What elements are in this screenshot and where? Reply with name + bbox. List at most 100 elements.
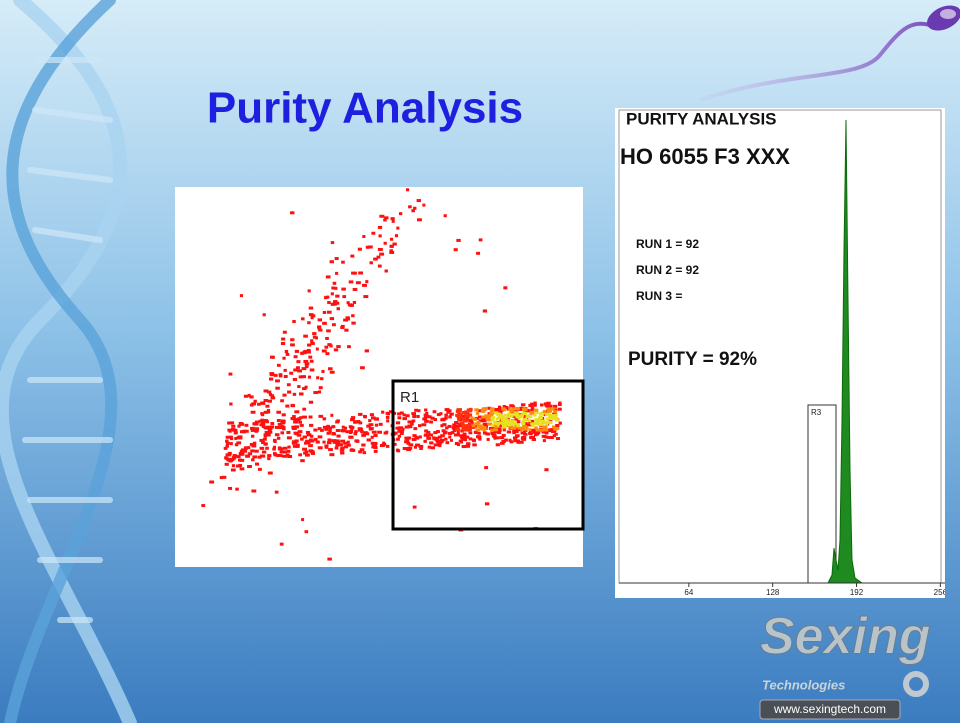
scatter-dot [349, 431, 352, 434]
scatter-dot [553, 410, 557, 413]
scatter-dot [374, 450, 378, 453]
scatter-dot [365, 349, 369, 352]
scatter-dot [485, 502, 489, 505]
scatter-dot [302, 416, 307, 419]
scatter-dot [368, 245, 373, 248]
scatter-dot [524, 418, 527, 421]
scatter-dot [300, 459, 305, 462]
scatter-dot [250, 427, 255, 430]
scatter-dot [386, 419, 389, 422]
scatter-dot [267, 454, 271, 457]
scatter-dot [503, 286, 507, 289]
scatter-dot [230, 442, 233, 445]
scatter-dot [281, 342, 285, 345]
scatter-dot [330, 260, 334, 263]
scatter-dot [325, 446, 329, 449]
scatter-dot [484, 466, 488, 469]
scatter-dot [331, 292, 334, 295]
scatter-dot [245, 424, 249, 427]
scatter-dot [353, 288, 358, 291]
scatter-dot [305, 454, 310, 457]
scatter-dot [226, 442, 230, 445]
scatter-dot [373, 434, 377, 437]
scatter-dot [253, 422, 257, 425]
scatter-dot [321, 370, 324, 373]
scatter-dot [556, 437, 560, 440]
scatter-dot [350, 255, 354, 258]
scatter-dot [297, 385, 300, 388]
scatter-dot [523, 433, 527, 436]
scatter-dot [247, 446, 250, 449]
scatter-dot [262, 421, 265, 424]
scatter-dot [308, 289, 311, 292]
scatter-dot [451, 431, 455, 434]
scatter-dot [354, 430, 358, 433]
scatter-dot [326, 296, 329, 299]
scatter-dot [515, 407, 520, 410]
scatter-dot [501, 407, 505, 410]
scatter-dot [398, 435, 401, 438]
scatter-dot [329, 453, 334, 456]
scatter-dot [385, 270, 388, 273]
scatter-dot [424, 420, 429, 423]
scatter-dot [521, 421, 525, 424]
scatter-dot [530, 411, 535, 414]
scatter-dot [305, 450, 308, 453]
scatter-dot [539, 415, 543, 418]
scatter-dot [403, 447, 408, 450]
scatter-dot [496, 436, 500, 439]
scatter-dot [351, 272, 355, 275]
scatter-dot [510, 410, 514, 413]
scatter-dot [384, 242, 387, 245]
scatter-dot [390, 245, 394, 248]
gate-label: R3 [811, 408, 822, 417]
scatter-dot [306, 431, 310, 434]
scatter-plot: R1 [175, 177, 583, 567]
scatter-dot [421, 423, 426, 426]
scatter-dot [283, 447, 288, 450]
scatter-dot [330, 371, 335, 374]
scatter-dot [258, 468, 262, 471]
scatter-dot [347, 345, 351, 348]
scatter-dot [359, 428, 363, 431]
scatter-dot [293, 378, 297, 381]
scatter-dot [275, 379, 280, 382]
scatter-dot [483, 423, 488, 426]
scatter-dot [287, 446, 290, 449]
scatter-dot [392, 220, 395, 223]
scatter-dot [504, 439, 508, 442]
scatter-dot [264, 426, 268, 429]
scatter-dot [378, 265, 382, 268]
scatter-dot [541, 420, 545, 423]
scatter-dot [454, 248, 458, 251]
scatter-dot [552, 426, 555, 429]
gate-label: R1 [400, 389, 419, 406]
scatter-dot [374, 417, 379, 420]
scatter-dot [282, 413, 286, 416]
scatter-dot [459, 434, 462, 437]
scatter-dot [363, 415, 367, 418]
purity-result: PURITY = 92% [628, 349, 757, 370]
scatter-dot [311, 452, 315, 455]
scatter-dot [476, 252, 480, 255]
scatter-dot [269, 378, 273, 381]
scatter-dot [270, 394, 274, 397]
scatter-dot [336, 439, 340, 442]
scatter-dot [276, 411, 281, 414]
scatter-dot [273, 452, 277, 455]
scatter-dot [412, 434, 416, 437]
scatter-dot [428, 415, 431, 418]
scatter-dot [443, 431, 447, 434]
scatter-dot [540, 429, 544, 432]
scatter-dot [318, 415, 323, 418]
scatter-dot [440, 439, 445, 442]
scatter-dot [510, 422, 515, 425]
scatter-dot [229, 373, 233, 376]
scatter-dot [396, 438, 400, 441]
scatter-dot [377, 256, 381, 259]
scatter-dot [303, 360, 308, 363]
scatter-dot [327, 301, 331, 304]
scatter-dot [290, 343, 295, 346]
scatter-dot [279, 373, 283, 376]
scatter-dot [448, 409, 452, 412]
